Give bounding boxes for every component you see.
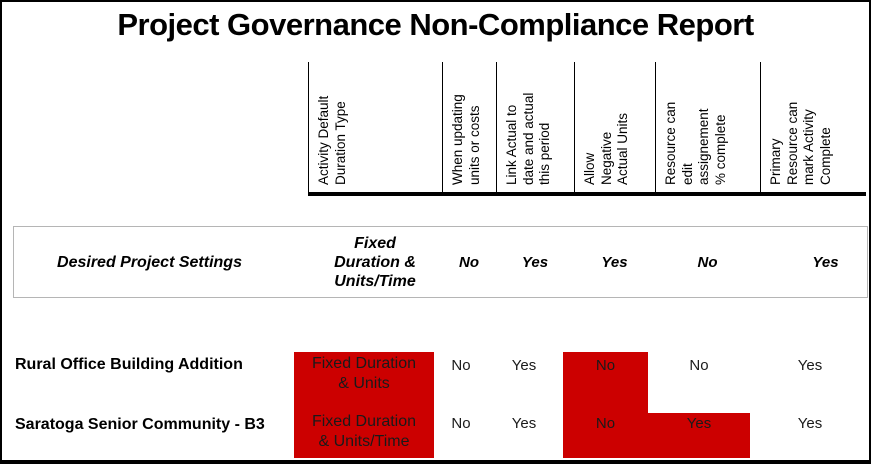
column-header-resource-edit-percent: Resource can edit assignement % complete	[663, 101, 728, 185]
column-header-duration-type: Activity Default Duration Type	[316, 95, 348, 185]
column-header-primary-resource-complete: Primary Resource can mark Activity Compl…	[768, 101, 833, 185]
column-divider	[496, 62, 497, 192]
noncompliance-highlight-resource-edit	[648, 413, 750, 458]
desired-value-link-actual: Yes	[521, 253, 549, 271]
column-divider	[308, 62, 309, 192]
desired-value-primary-resource: Yes	[812, 253, 839, 271]
desired-settings-box	[13, 226, 868, 298]
desired-value-when-updating: No	[459, 253, 479, 271]
project-name: Saratoga Senior Community - B3	[15, 416, 265, 433]
column-divider	[655, 62, 656, 192]
noncompliance-highlight-allow-negative	[563, 352, 648, 458]
project-value-primary-resource: Yes	[797, 415, 823, 432]
project-value-duration-type: Fixed Duration & Units/Time	[311, 413, 417, 450]
column-header-when-updating: When updating units or costs	[450, 94, 482, 185]
column-divider	[574, 62, 575, 192]
desired-settings-label: Desired Project Settings	[57, 253, 242, 271]
desired-value-duration-type: Fixed Duration & Units/Time	[334, 234, 416, 290]
project-value-duration-type: Fixed Duration & Units	[311, 355, 417, 392]
project-value-allow-negative: No	[595, 357, 616, 374]
project-value-allow-negative: No	[595, 415, 616, 432]
column-header-link-actual: Link Actual to date and actual this peri…	[504, 92, 552, 185]
noncompliance-highlight-duration-type	[294, 352, 434, 458]
column-divider	[760, 62, 761, 192]
column-header-allow-negative-units: Allow Negative Actual Units	[582, 112, 630, 185]
header-underline	[308, 192, 866, 196]
project-value-resource-edit: Yes	[686, 415, 712, 432]
column-divider	[442, 62, 443, 192]
project-value-when-updating: No	[451, 357, 471, 374]
project-value-link-actual: Yes	[511, 415, 537, 432]
project-name: Rural Office Building Addition	[15, 356, 243, 373]
desired-value-allow-negative: Yes	[601, 253, 628, 271]
desired-value-resource-edit: No	[697, 253, 718, 271]
project-value-when-updating: No	[451, 415, 471, 432]
project-value-link-actual: Yes	[511, 357, 537, 374]
report-title: Project Governance Non-Compliance Report	[117, 7, 754, 42]
project-value-primary-resource: Yes	[797, 357, 823, 374]
project-value-resource-edit: No	[689, 357, 709, 374]
